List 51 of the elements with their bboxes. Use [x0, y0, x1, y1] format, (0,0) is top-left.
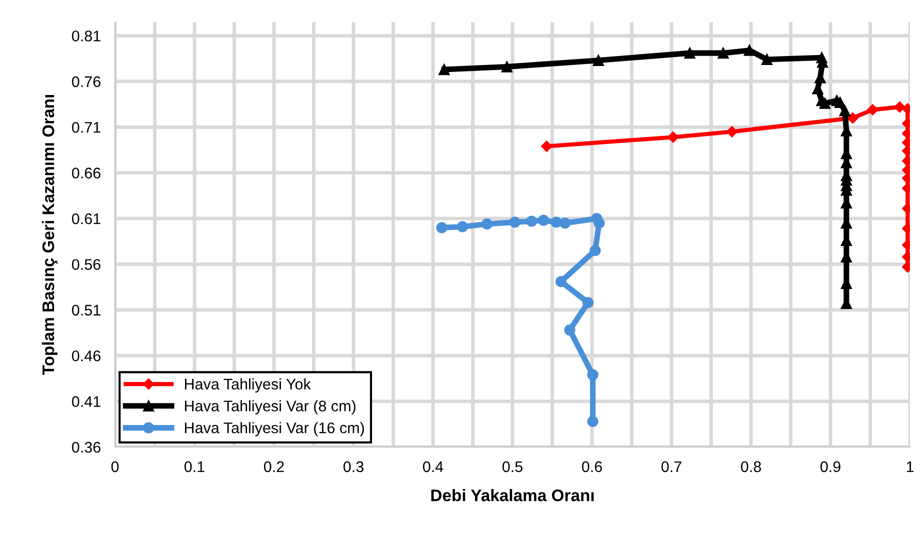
point: [436, 222, 448, 234]
point: [819, 98, 830, 109]
x-tick-label: 0.3: [343, 461, 364, 472]
y-tick-label: 0.81: [72, 30, 100, 42]
x-tick-label: 0.9: [820, 461, 840, 472]
point: [590, 244, 601, 256]
point: [559, 218, 571, 229]
x-tick-label: 0.4: [422, 461, 444, 472]
x-tick-label: 0.6: [582, 461, 602, 472]
point: [550, 216, 562, 228]
x-axis-title: Debi Yakalama Oranı: [431, 489, 594, 502]
x-tick-label: 0.8: [740, 461, 761, 472]
point: [456, 221, 468, 232]
y-tick-label: 0.36: [72, 442, 100, 453]
legend-label: Hava Tahliyesi Var (16 cm): [185, 422, 364, 436]
x-tick-label: 0.1: [184, 461, 204, 472]
point: [509, 216, 520, 228]
point: [438, 64, 450, 76]
y-tick-label: 0.56: [72, 259, 100, 270]
legend-label: Hava Tahliyesi Yok: [185, 378, 311, 393]
point: [526, 216, 538, 227]
x-tick-label: 0.7: [661, 461, 682, 472]
point: [582, 297, 594, 308]
point: [594, 218, 605, 229]
point: [684, 48, 696, 59]
y-axis-title: Toplam Basınç Geri Kazanımı Oranı: [42, 95, 58, 375]
point: [718, 48, 729, 59]
point: [761, 54, 772, 66]
legend-label: Hava Tahliyesi Var (8 cm): [185, 400, 356, 414]
point: [834, 96, 846, 108]
point: [587, 416, 598, 427]
point: [555, 276, 567, 288]
y-tick-label: 0.71: [72, 122, 100, 133]
y-tick-label: 0.76: [72, 76, 100, 88]
y-tick-label: 0.46: [72, 350, 100, 362]
point: [482, 218, 493, 230]
point: [744, 44, 755, 56]
point: [839, 105, 850, 116]
x-tick-label: 0: [111, 461, 119, 472]
point: [592, 54, 604, 66]
point: [538, 214, 550, 226]
point: [501, 61, 512, 72]
point: [564, 324, 576, 336]
y-tick-label: 0.41: [72, 396, 100, 407]
point: [587, 369, 598, 380]
x-tick-label: 0.5: [502, 461, 522, 472]
y-tick-label: 0.51: [72, 304, 100, 316]
y-tick-label: 0.61: [72, 213, 100, 224]
x-tick-label: 0.2: [264, 461, 284, 472]
x-tick-label: 1: [906, 461, 914, 472]
y-tick-label: 0.66: [72, 168, 100, 178]
